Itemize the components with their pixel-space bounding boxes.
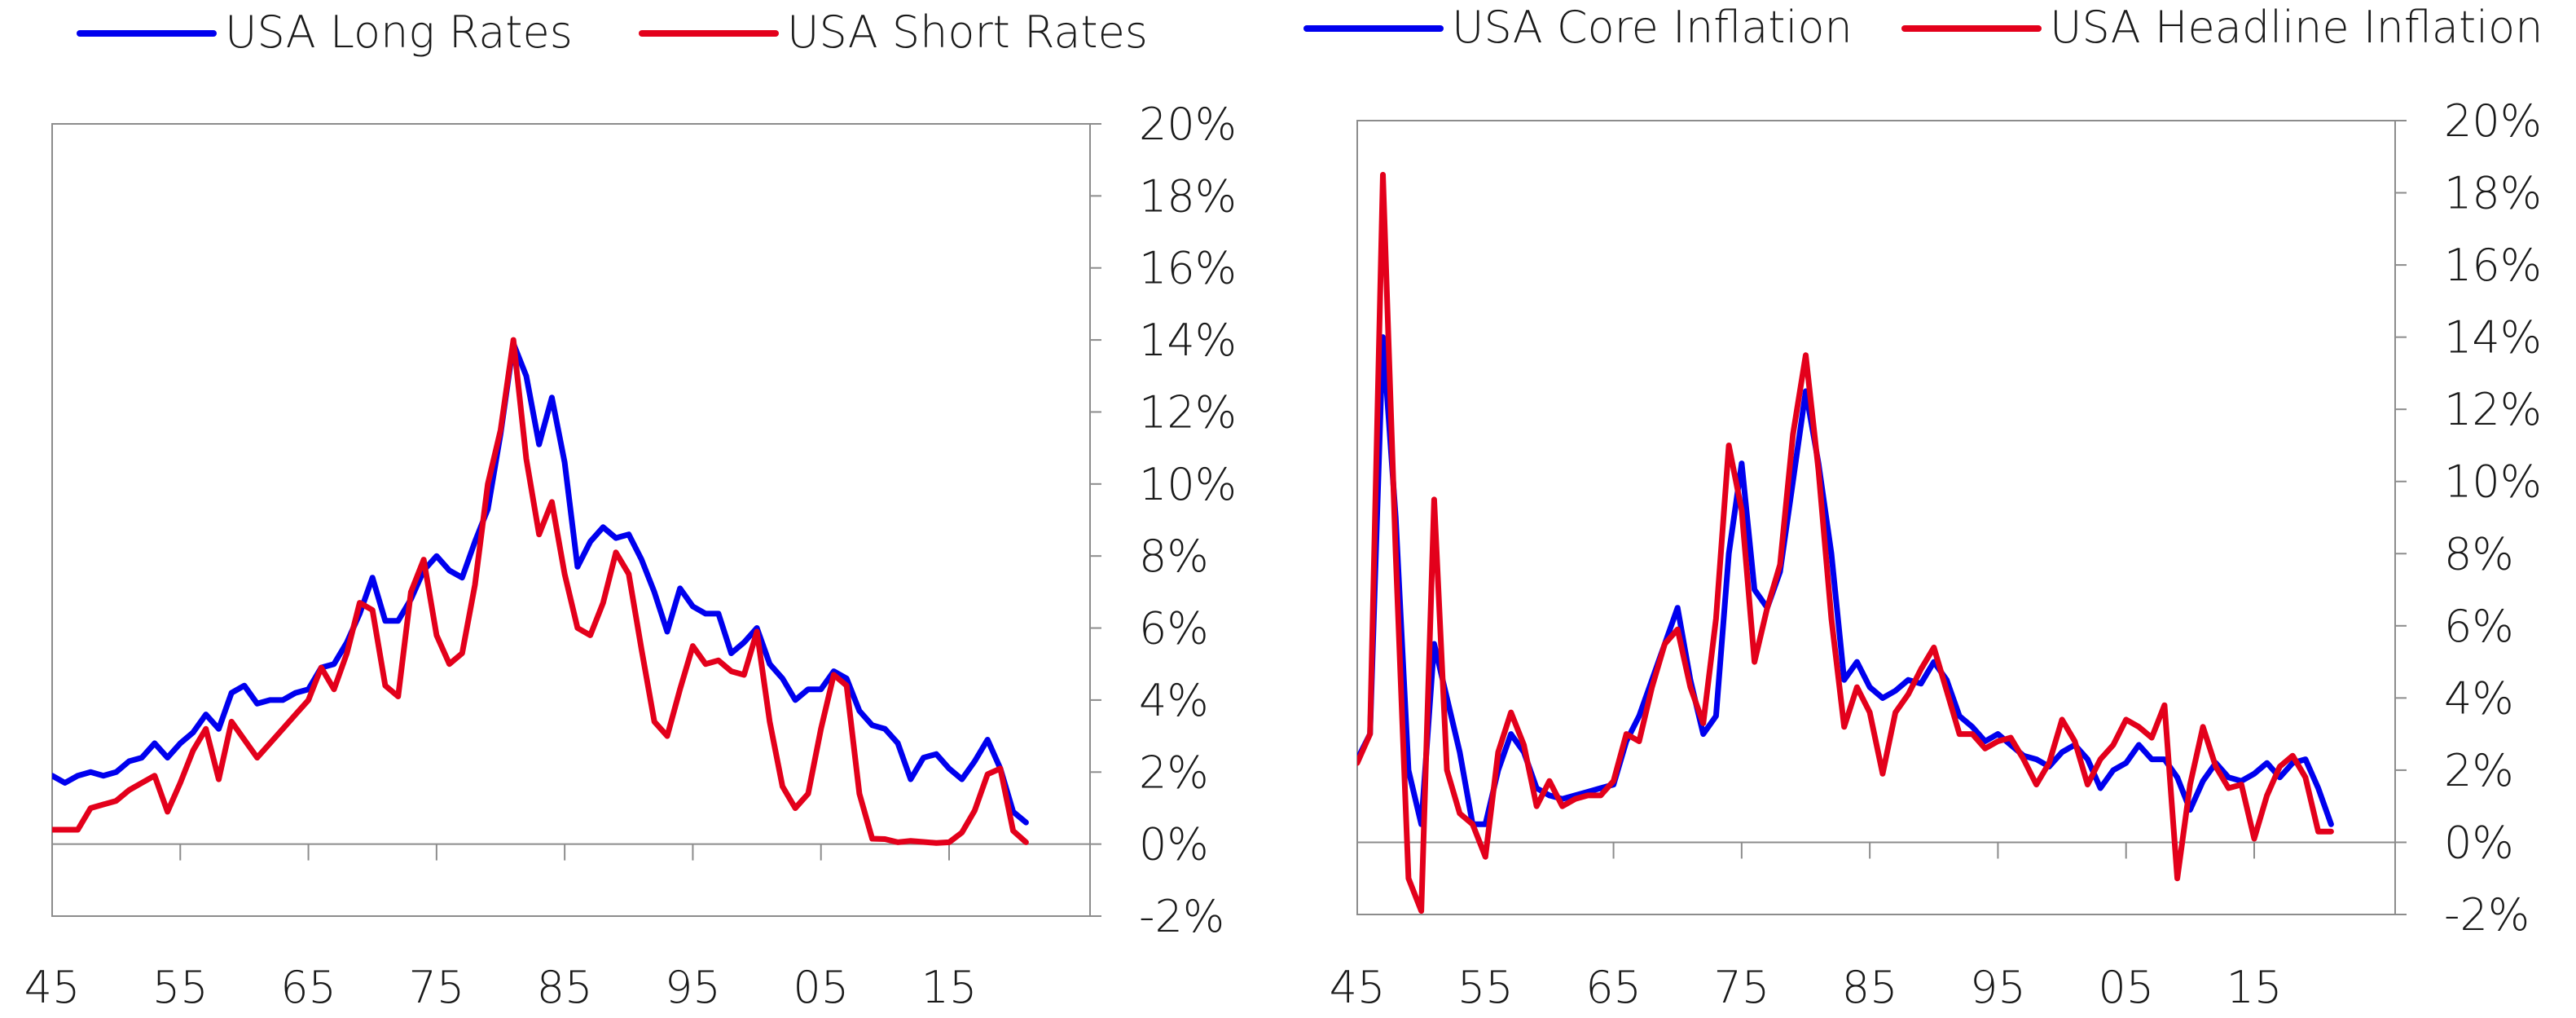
legend-label: USA Core Inflation [1452, 2, 1853, 53]
series-line-usa-short-rates [52, 337, 1029, 846]
x-tick-label: 75 [1713, 962, 1769, 1013]
legend-label: USA Short Rates [787, 7, 1148, 58]
x-tick-label: 15 [921, 962, 978, 1013]
x-tick-label: 85 [537, 962, 593, 1013]
y-tick-label: 12% [2444, 384, 2542, 435]
inflation-chart: -2% 0% 2% 4% 6% 8% 10% 12% 14% 16% 18% 20% 45 55 65 75 8… [1303, 2, 2543, 1013]
x-tick-label: 05 [2098, 962, 2154, 1013]
x-tick-label: 15 [2227, 962, 2283, 1013]
y-tick-label: 18% [1139, 170, 1237, 222]
series-line-usa-headline-inflation [1357, 171, 2334, 914]
x-tick-label: 55 [152, 962, 209, 1013]
y-tick-label: 18% [2444, 168, 2542, 219]
y-tick-label: 4% [1139, 675, 1209, 726]
y-tick-label: 10% [1139, 459, 1237, 510]
x-tick-label: 55 [1457, 962, 1514, 1013]
y-tick-label: 12% [1139, 386, 1237, 438]
y-tick-label: 8% [2444, 528, 2514, 580]
plot-frame [51, 123, 1091, 917]
x-tick-label: 75 [408, 962, 464, 1013]
y-tick-label: 20% [2444, 95, 2542, 147]
x-tick-label: 45 [1330, 962, 1386, 1013]
x-tick-label: 65 [280, 962, 336, 1013]
x-tick-label: 95 [665, 962, 721, 1013]
x-tick-label: 05 [793, 962, 849, 1013]
y-tick-label: 4% [2444, 672, 2514, 724]
series-line-usa-core-inflation [1357, 334, 2334, 827]
x-tick-label: 85 [1842, 962, 1898, 1013]
y-tick-label: 10% [2444, 456, 2542, 508]
x-tick-label: 65 [1585, 962, 1642, 1013]
y-tick-label: -2% [2444, 889, 2530, 941]
y-tick-label: 20% [1139, 99, 1237, 150]
y-tick-label: 2% [2444, 745, 2514, 796]
y-tick-label: 6% [1139, 603, 1209, 654]
y-tick-label: 14% [2444, 312, 2542, 364]
y-tick-label: 0% [1139, 819, 1209, 870]
y-tick-label: 16% [1139, 243, 1237, 294]
y-tick-label: -2% [1139, 891, 1224, 942]
y-tick-label: 14% [1139, 315, 1237, 366]
legend-label: USA Long Rates [225, 7, 573, 58]
x-tick-label: 45 [24, 962, 81, 1013]
y-tick-label: 8% [1139, 531, 1209, 582]
x-tick-label: 95 [1970, 962, 2026, 1013]
y-tick-label: 16% [2444, 240, 2542, 291]
legend-label: USA Headline Inflation [2050, 2, 2543, 53]
y-tick-label: 6% [2444, 601, 2514, 652]
y-tick-label: 0% [2444, 817, 2514, 868]
plot-frame [1356, 120, 2396, 915]
series-line-usa-long-rates [52, 341, 1029, 826]
rates-chart: -2% 0% 2% 4% 6% 8% 10% 12% 14% 16% 18% 20% 45 55 65 75 8… [24, 7, 1237, 1013]
y-tick-label: 2% [1139, 747, 1209, 798]
